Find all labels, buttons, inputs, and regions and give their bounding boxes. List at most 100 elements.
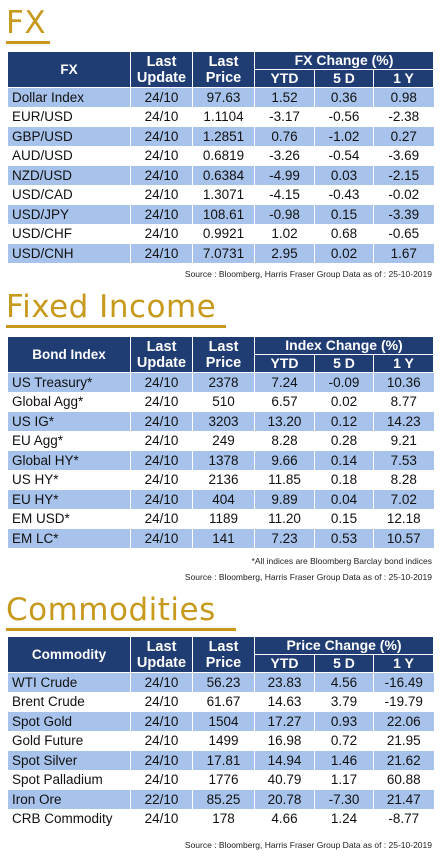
fixed-income-cell-price: 141 [192, 528, 255, 548]
fx-cell-ytd: 0.76 [254, 126, 315, 146]
fx-header-name: FX [7, 51, 131, 88]
fixed-income-header-price: Last Price [192, 336, 255, 373]
fixed-income-row: EM USD* 24/10 1189 11.20 0.15 12.18 [7, 509, 434, 529]
fixed-income-cell-price: 510 [192, 392, 255, 412]
commodities-cell-price: 1776 [192, 770, 255, 790]
fx-cell-ytd: 2.95 [254, 243, 315, 263]
commodities-header-group: Price Change (%) [253, 636, 435, 655]
fx-cell-price: 7.0731 [192, 243, 255, 263]
fx-cell-5d: 0.15 [314, 204, 374, 224]
commodities-cell-update: 24/10 [130, 809, 193, 829]
fx-row: EUR/USD 24/10 1.1104 -3.17 -0.56 -2.38 [7, 107, 434, 127]
commodities-title: Commodities [6, 593, 236, 631]
commodities-row: Spot Palladium 24/10 1776 40.79 1.17 60.88 [7, 770, 434, 790]
fx-title-underline [6, 41, 50, 44]
fixed-income-cell-name: Global Agg* [7, 392, 131, 412]
fx-cell-5d: -0.56 [314, 107, 374, 127]
fixed-income-row: Global Agg* 24/10 510 6.57 0.02 8.77 [7, 392, 434, 412]
fixed-income-row: US Treasury* 24/10 2378 7.24 -0.09 10.36 [7, 372, 434, 392]
commodities-cell-update: 24/10 [130, 731, 193, 751]
fx-row: USD/CAD 24/10 1.3071 -4.15 -0.43 -0.02 [7, 185, 434, 205]
fixed-income-cell-5d: 0.18 [314, 470, 374, 490]
fx-cell-ytd: -4.15 [254, 185, 315, 205]
fixed-income-row: EU HY* 24/10 404 9.89 0.04 7.02 [7, 489, 434, 509]
fixed-income-cell-name: EM LC* [7, 528, 131, 548]
fx-cell-update: 24/10 [130, 204, 193, 224]
commodities-row: CRB Commodity 24/10 178 4.66 1.24 -8.77 [7, 809, 434, 829]
fixed-income-cell-1y: 10.36 [372, 372, 434, 392]
fx-cell-1y: -0.65 [372, 224, 434, 244]
commodities-cell-5d: 0.93 [314, 711, 374, 731]
fx-cell-name: USD/CHF [7, 224, 131, 244]
fixed-income-cell-update: 24/10 [130, 509, 193, 529]
commodities-cell-1y: 21.95 [372, 731, 434, 751]
commodities-row: Spot Gold 24/10 1504 17.27 0.93 22.06 [7, 711, 434, 731]
commodities-cell-price: 56.23 [192, 672, 255, 692]
fixed-income-footnote: *All indices are Bloomberg Barclay bond … [251, 556, 432, 566]
fixed-income-cell-1y: 8.77 [372, 392, 434, 412]
fixed-income-cell-price: 2378 [192, 372, 255, 392]
fixed-income-cell-ytd: 9.66 [254, 450, 315, 470]
commodities-cell-name: Gold Future [7, 731, 131, 751]
fixed-income-cell-ytd: 8.28 [254, 431, 315, 451]
fx-cell-1y: -2.15 [372, 165, 434, 185]
commodities-cell-update: 22/10 [130, 789, 193, 809]
fixed-income-source: Source : Bloomberg, Harris Fraser Group … [184, 572, 432, 582]
commodities-cell-price: 85.25 [192, 789, 255, 809]
fixed-income-cell-name: US IG* [7, 411, 131, 431]
fx-cell-update: 24/10 [130, 185, 193, 205]
commodities-cell-update: 24/10 [130, 672, 193, 692]
commodities-cell-1y: -19.79 [372, 692, 434, 712]
commodities-row: Iron Ore 22/10 85.25 20.78 -7.30 21.47 [7, 789, 434, 809]
commodities-row: Brent Crude 24/10 61.67 14.63 3.79 -19.79 [7, 692, 434, 712]
fixed-income-row: Global HY* 24/10 1378 9.66 0.14 7.53 [7, 450, 434, 470]
commodities-cell-name: Spot Gold [7, 711, 131, 731]
commodities-header-ytd: YTD [254, 654, 315, 673]
fx-row: USD/CHF 24/10 0.9921 1.02 0.68 -0.65 [7, 224, 434, 244]
fixed-income-cell-update: 24/10 [130, 489, 193, 509]
fx-row: NZD/USD 24/10 0.6384 -4.99 0.03 -2.15 [7, 165, 434, 185]
fixed-income-cell-5d: 0.04 [314, 489, 374, 509]
commodities-cell-price: 17.81 [192, 750, 255, 770]
fx-cell-ytd: -3.26 [254, 146, 315, 166]
commodities-cell-1y: -8.77 [372, 809, 434, 829]
fixed-income-cell-price: 249 [192, 431, 255, 451]
commodities-header-5d: 5 D [314, 654, 374, 673]
fx-cell-5d: 0.03 [314, 165, 374, 185]
fx-cell-price: 108.61 [192, 204, 255, 224]
fixed-income-header-name: Bond Index [7, 336, 131, 373]
commodities-cell-price: 178 [192, 809, 255, 829]
fixed-income-cell-ytd: 11.20 [254, 509, 315, 529]
fx-cell-name: USD/CNH [7, 243, 131, 263]
fixed-income-header-update: Last Update [130, 336, 193, 373]
fx-cell-name: NZD/USD [7, 165, 131, 185]
commodities-cell-price: 61.67 [192, 692, 255, 712]
fixed-income-cell-update: 24/10 [130, 528, 193, 548]
commodities-cell-name: CRB Commodity [7, 809, 131, 829]
fixed-income-cell-name: US HY* [7, 470, 131, 490]
fixed-income-cell-name: EU HY* [7, 489, 131, 509]
fx-row: Dollar Index 24/10 97.63 1.52 0.36 0.98 [7, 87, 434, 107]
fixed-income-cell-1y: 8.28 [372, 470, 434, 490]
fixed-income-cell-ytd: 7.24 [254, 372, 315, 392]
fixed-income-cell-5d: 0.53 [314, 528, 374, 548]
fixed-income-cell-ytd: 11.85 [254, 470, 315, 490]
fx-cell-1y: -3.69 [372, 146, 434, 166]
fixed-income-cell-5d: 0.15 [314, 509, 374, 529]
commodities-cell-update: 24/10 [130, 692, 193, 712]
fx-cell-ytd: 1.02 [254, 224, 315, 244]
commodities-cell-price: 1504 [192, 711, 255, 731]
commodities-cell-ytd: 14.63 [254, 692, 315, 712]
fixed-income-cell-1y: 9.21 [372, 431, 434, 451]
fx-source: Source : Bloomberg, Harris Fraser Group … [184, 269, 432, 279]
fixed-income-cell-ytd: 13.20 [254, 411, 315, 431]
fx-cell-name: AUD/USD [7, 146, 131, 166]
commodities-title-underline [6, 628, 236, 631]
fx-cell-5d: 0.36 [314, 87, 374, 107]
commodities-cell-ytd: 14.94 [254, 750, 315, 770]
commodities-cell-5d: 1.17 [314, 770, 374, 790]
fixed-income-cell-price: 404 [192, 489, 255, 509]
commodities-header-1y: 1 Y [372, 654, 435, 673]
commodities-header-update: Last Update [130, 636, 193, 673]
fixed-income-cell-5d: 0.14 [314, 450, 374, 470]
